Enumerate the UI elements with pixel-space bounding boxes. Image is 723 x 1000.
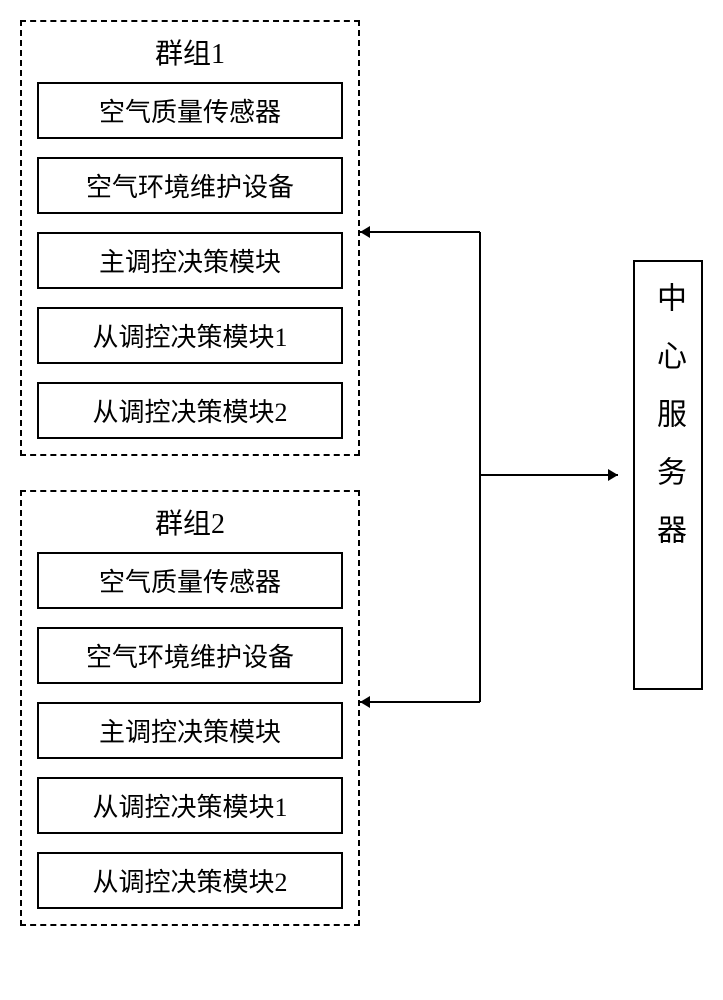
group-2-title: 群组2 [37,502,343,542]
server-box: 中心服务器 [633,260,703,690]
diagram-container: 群组1 空气质量传感器 空气环境维护设备 主调控决策模块 从调控决策模块1 从调… [0,0,723,1000]
group-1-title: 群组1 [37,32,343,72]
group-1-module-2: 主调控决策模块 [37,232,343,289]
group-2-box: 群组2 空气质量传感器 空气环境维护设备 主调控决策模块 从调控决策模块1 从调… [20,490,360,926]
group-2-module-2: 主调控决策模块 [37,702,343,759]
group-1-module-1: 空气环境维护设备 [37,157,343,214]
group-1-module-3: 从调控决策模块1 [37,307,343,364]
group-2-module-3: 从调控决策模块1 [37,777,343,834]
server-label: 中心服务器 [653,282,683,572]
group-2-module-1: 空气环境维护设备 [37,627,343,684]
group-2-module-4: 从调控决策模块2 [37,852,343,909]
group-1-module-4: 从调控决策模块2 [37,382,343,439]
group-2-module-0: 空气质量传感器 [37,552,343,609]
group-1-module-0: 空气质量传感器 [37,82,343,139]
group-1-box: 群组1 空气质量传感器 空气环境维护设备 主调控决策模块 从调控决策模块1 从调… [20,20,360,456]
